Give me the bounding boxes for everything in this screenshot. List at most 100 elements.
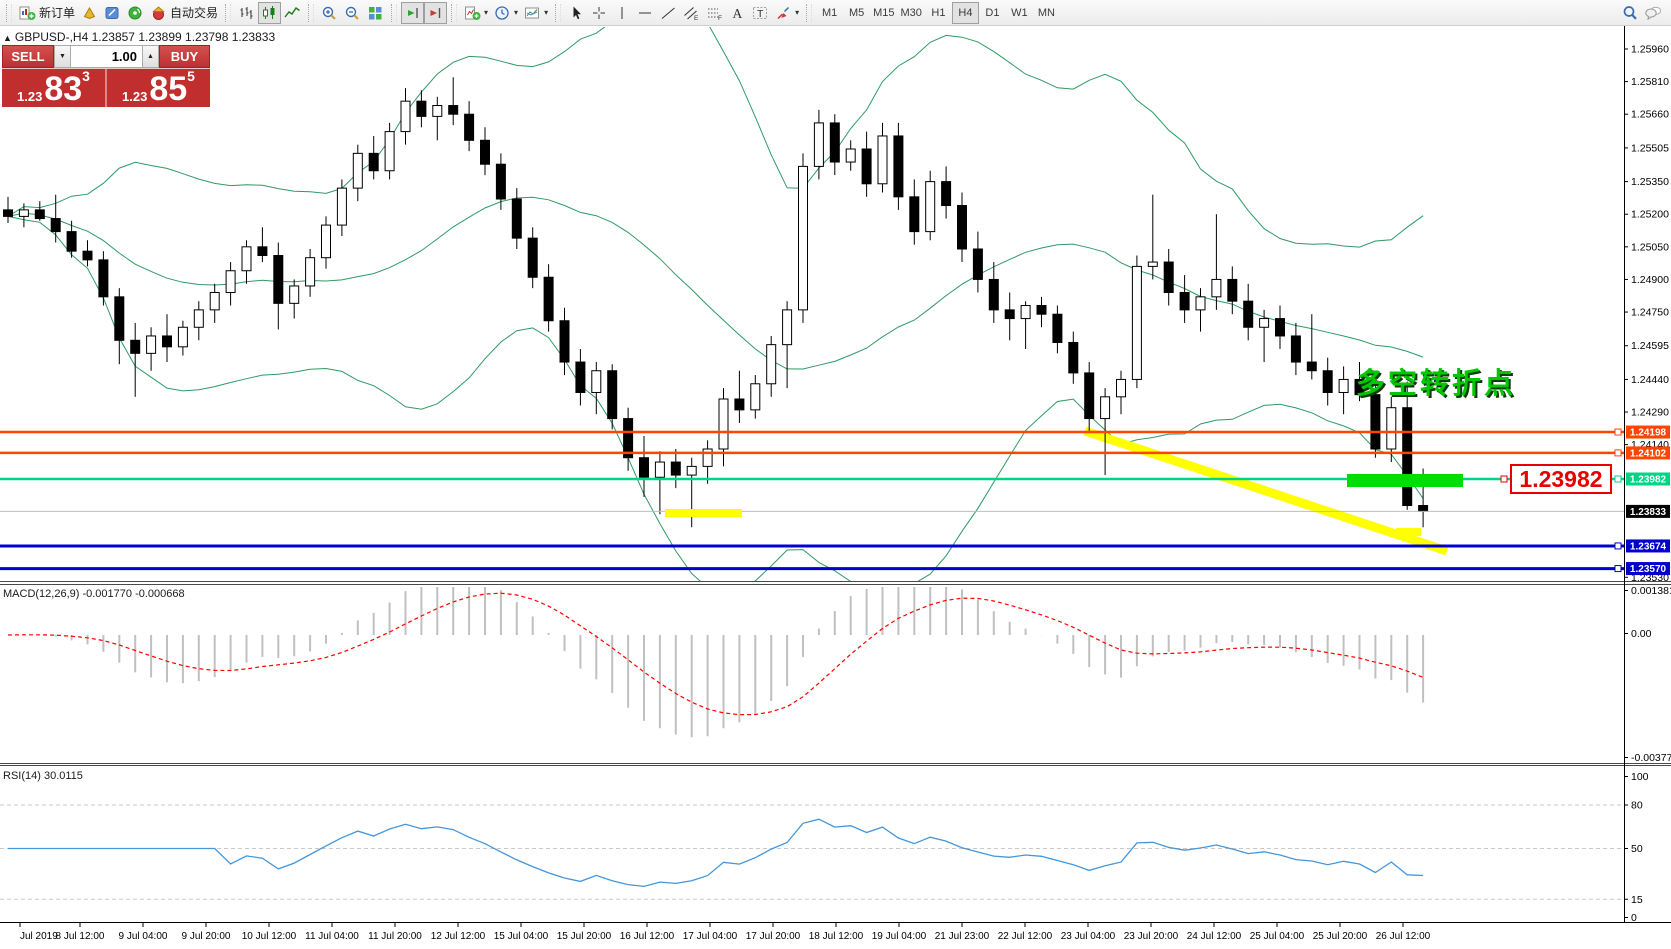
candle bbox=[1370, 394, 1381, 450]
indicators-button[interactable]: ▾ bbox=[461, 2, 491, 24]
auto-scroll-button[interactable] bbox=[401, 1, 425, 24]
cursor-button[interactable] bbox=[565, 2, 588, 24]
indicators-icon bbox=[464, 5, 481, 21]
new-order-button[interactable]: 新订单 bbox=[16, 2, 78, 24]
rsi-axis-label: 100 bbox=[1631, 771, 1649, 783]
macd-legend: MACD(12,26,9) -0.001770 -0.000668 bbox=[3, 588, 185, 600]
tf-mn-button[interactable]: MN bbox=[1033, 2, 1060, 24]
vertical-line-button[interactable] bbox=[611, 2, 634, 24]
text-label-button[interactable]: T bbox=[749, 2, 772, 24]
toolbar-separator bbox=[308, 3, 315, 22]
toolbar-right-group bbox=[1619, 2, 1665, 24]
candle bbox=[1052, 313, 1063, 343]
line-chart-button[interactable] bbox=[281, 2, 304, 24]
x-axis-label: 25 Jul 04:00 bbox=[1250, 931, 1305, 942]
text-button[interactable]: A bbox=[726, 2, 749, 24]
tf-w1-button[interactable]: W1 bbox=[1006, 2, 1033, 24]
tf-h4-button[interactable]: H4 bbox=[951, 1, 979, 24]
tf-w1-button-label: W1 bbox=[1011, 6, 1028, 19]
svg-text:E: E bbox=[694, 15, 699, 21]
tf-m30-button-label: M30 bbox=[900, 6, 922, 19]
price-callout-label[interactable]: 1.23982 bbox=[1510, 464, 1612, 494]
chart-symbol-legend: ▲ GBPUSD-,H4 1.23857 1.23899 1.23798 1.23… bbox=[3, 30, 275, 44]
arrows-button[interactable]: ▾ bbox=[772, 2, 802, 24]
tf-m5-button[interactable]: M5 bbox=[843, 2, 870, 24]
candle bbox=[702, 448, 713, 467]
fibo-icon: F bbox=[706, 5, 723, 21]
y-axis-tick-label: 1.24440 bbox=[1631, 374, 1669, 386]
buy-price[interactable]: 1.23 85 5 bbox=[107, 69, 210, 107]
main-pane bbox=[3, 27, 1449, 581]
green-highlight-box[interactable] bbox=[1347, 474, 1463, 487]
chart-shift-button[interactable] bbox=[424, 1, 448, 24]
cursor-icon bbox=[568, 5, 585, 21]
buy-button[interactable]: BUY bbox=[159, 45, 210, 68]
candle bbox=[1147, 261, 1158, 267]
autotrading-button[interactable]: 自动交易 bbox=[147, 2, 221, 24]
tf-d1-button[interactable]: D1 bbox=[979, 2, 1006, 24]
zoom-in-button[interactable] bbox=[318, 2, 341, 24]
sell-button[interactable]: SELL bbox=[2, 45, 54, 68]
yellow-dash-mark[interactable] bbox=[1396, 528, 1421, 536]
tf-m1-button[interactable]: M1 bbox=[816, 2, 843, 24]
chart-canvas[interactable]: 1.25960 1.25810 1.25660 1.25505 1.25350 1.252… bbox=[0, 26, 1671, 949]
candle bbox=[18, 209, 29, 217]
metaquotes-button[interactable] bbox=[78, 2, 101, 24]
bollinger-middle-band bbox=[7, 196, 1424, 370]
rsi-axis-label: 50 bbox=[1631, 843, 1643, 855]
volume-increase-button[interactable]: ▲ bbox=[142, 45, 159, 68]
tf-m5-button-label: M5 bbox=[848, 6, 865, 19]
periods-button[interactable]: ▾ bbox=[491, 2, 521, 24]
signal-icon bbox=[127, 5, 144, 21]
trendline-button[interactable] bbox=[657, 2, 680, 24]
candle bbox=[1386, 407, 1397, 450]
candle bbox=[575, 361, 586, 393]
svg-text:F: F bbox=[718, 15, 722, 21]
crosshair-button[interactable] bbox=[588, 2, 611, 24]
sell-price[interactable]: 1.23 83 3 bbox=[2, 69, 105, 107]
tf-h1-button[interactable]: H1 bbox=[925, 2, 952, 24]
signals-button[interactable] bbox=[124, 2, 147, 24]
x-axis-label: 9 Jul 20:00 bbox=[182, 931, 231, 942]
text-icon: A bbox=[729, 5, 746, 21]
candle bbox=[50, 218, 61, 233]
candle bbox=[1116, 378, 1126, 398]
collapse-panel-icon[interactable]: ▲ bbox=[3, 33, 12, 43]
autotrade-icon bbox=[150, 5, 167, 21]
candle bbox=[241, 246, 252, 272]
candle bbox=[829, 122, 840, 163]
templates-button[interactable]: ▾ bbox=[521, 2, 551, 24]
yellow-trendline[interactable] bbox=[1083, 426, 1449, 556]
bar-chart-button[interactable] bbox=[235, 2, 258, 24]
yellow-support-bar[interactable] bbox=[665, 509, 742, 517]
fibonacci-button[interactable]: F bbox=[703, 2, 726, 24]
sell-price-pip: 3 bbox=[82, 68, 90, 84]
x-axis-label: 25 Jul 20:00 bbox=[1313, 931, 1368, 942]
toolbar-separator bbox=[225, 3, 232, 22]
zoom-out-button[interactable] bbox=[341, 2, 364, 24]
x-axis-label: Jul 2019 bbox=[20, 931, 58, 942]
metaeditor-button[interactable] bbox=[101, 2, 124, 24]
toolbar: 新订单 自动交易 ▾ ▾ ▾ E F A T ▾ M1 M5 M15 M30 H1 H4 D1 W1 MN bbox=[0, 0, 1671, 26]
candle bbox=[225, 270, 236, 293]
buy-price-pip: 5 bbox=[187, 68, 195, 84]
volume-input[interactable] bbox=[71, 45, 142, 68]
candle bbox=[654, 461, 665, 478]
toolbar-separator bbox=[391, 3, 398, 22]
community-button[interactable] bbox=[1642, 2, 1665, 24]
volume-decrease-button[interactable]: ▼ bbox=[54, 45, 71, 68]
rsi-legend: RSI(14) 30.0115 bbox=[3, 770, 83, 782]
price-tag-label: 1.24198 bbox=[1630, 428, 1667, 439]
x-axis-label: 17 Jul 20:00 bbox=[746, 931, 801, 942]
level-anchor-marker bbox=[1614, 475, 1622, 483]
tile-windows-button[interactable] bbox=[364, 2, 387, 24]
horizontal-line-button[interactable] bbox=[634, 2, 657, 24]
tf-m15-button[interactable]: M15 bbox=[870, 2, 897, 24]
candle-chart-button[interactable] bbox=[258, 1, 282, 24]
editor-icon bbox=[104, 5, 121, 21]
search-button[interactable] bbox=[1619, 2, 1642, 24]
channel-button[interactable]: E bbox=[680, 2, 703, 24]
price-divider bbox=[105, 69, 107, 107]
candle bbox=[718, 398, 729, 450]
tf-m30-button[interactable]: M30 bbox=[898, 2, 925, 24]
